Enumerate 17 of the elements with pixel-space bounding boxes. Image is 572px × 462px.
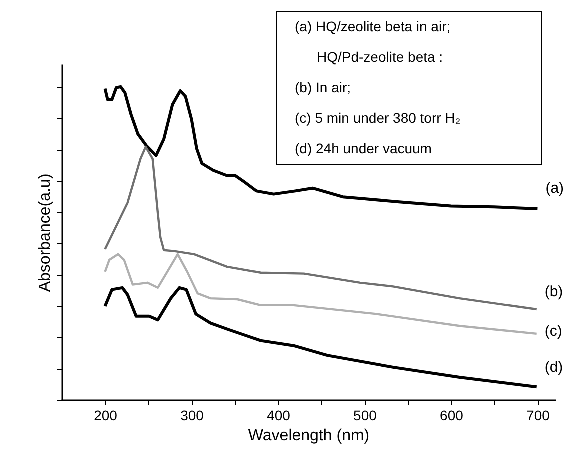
annotation: (c) 5 min under 380 torr H₂	[295, 110, 461, 126]
x-axis-title: Wavelength (nm)	[248, 428, 370, 444]
x-tick-label: 400	[267, 408, 291, 424]
text: HQ/Pd-zeolite beta :	[317, 48, 444, 65]
series-label: (d)	[544, 359, 564, 376]
x-tick-label: 500	[354, 408, 378, 424]
annotation: (d) 24h under vacuum	[295, 140, 432, 157]
annotation: (b) In air;	[295, 80, 352, 96]
series-label: (c)	[544, 322, 562, 340]
y-axis-title: Absorbance(a.u)	[37, 174, 54, 292]
series-label: (a)	[546, 180, 564, 198]
x-tick-label: 300	[180, 408, 204, 424]
x-tick-label: 200	[94, 408, 118, 424]
x-tick-label: 700	[526, 408, 550, 424]
x-tick-label: 600	[440, 408, 464, 424]
text: (a) HQ/zeolite beta in air;	[295, 18, 451, 34]
series-label: (b)	[544, 284, 564, 301]
